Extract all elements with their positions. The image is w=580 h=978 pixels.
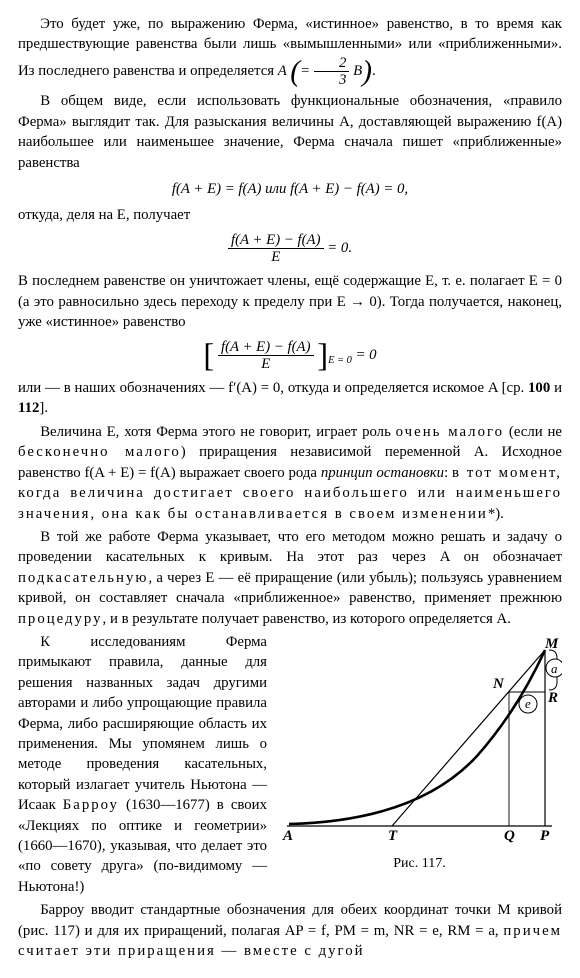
figure-117: A T Q P N M R a e Рис. 117. — [277, 636, 562, 874]
label-A: A — [282, 828, 293, 844]
tangent-TM — [392, 650, 545, 826]
equation-2: f(A + E) − f(A) E = 0. — [18, 232, 562, 266]
paragraph-1: Это будет уже, по выражению Ферма, «исти… — [18, 14, 562, 88]
inline-eq-A: A (= 23 B) — [278, 63, 372, 79]
label-N: N — [492, 676, 505, 692]
label-R: R — [547, 690, 558, 706]
equation-1: f(A + E) = f(A) или f(A + E) − f(A) = 0, — [18, 179, 562, 199]
paragraph-2: В общем виде, если использовать функцион… — [18, 91, 562, 173]
figure-svg: A T Q P N M R a e — [277, 636, 562, 846]
label-e: e — [525, 696, 531, 711]
paragraph-9: Барроу вводит стандартные обозначения дл… — [18, 900, 562, 961]
equation-3: [ f(A + E) − f(A) E ]E = 0 = 0 — [18, 339, 562, 373]
label-a: a — [551, 661, 558, 676]
paragraph-7: В той же работе Ферма указывает, что его… — [18, 527, 562, 629]
paragraph-5: или — в наших обозначениях — f′(A) = 0, … — [18, 378, 562, 419]
paragraph-3: откуда, деля на E, получает — [18, 205, 562, 225]
label-T: T — [388, 828, 398, 844]
figure-caption: Рис. 117. — [277, 854, 562, 873]
paragraph-6: Величина E, хотя Ферма этого не говорит,… — [18, 422, 562, 524]
paragraph-4: В последнем равенстве он уничтожает член… — [18, 271, 562, 332]
label-P: P — [540, 828, 550, 844]
label-M: M — [544, 636, 559, 652]
label-Q: Q — [504, 828, 515, 844]
